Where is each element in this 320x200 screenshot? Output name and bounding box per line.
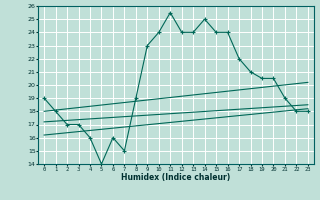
X-axis label: Humidex (Indice chaleur): Humidex (Indice chaleur)	[121, 173, 231, 182]
